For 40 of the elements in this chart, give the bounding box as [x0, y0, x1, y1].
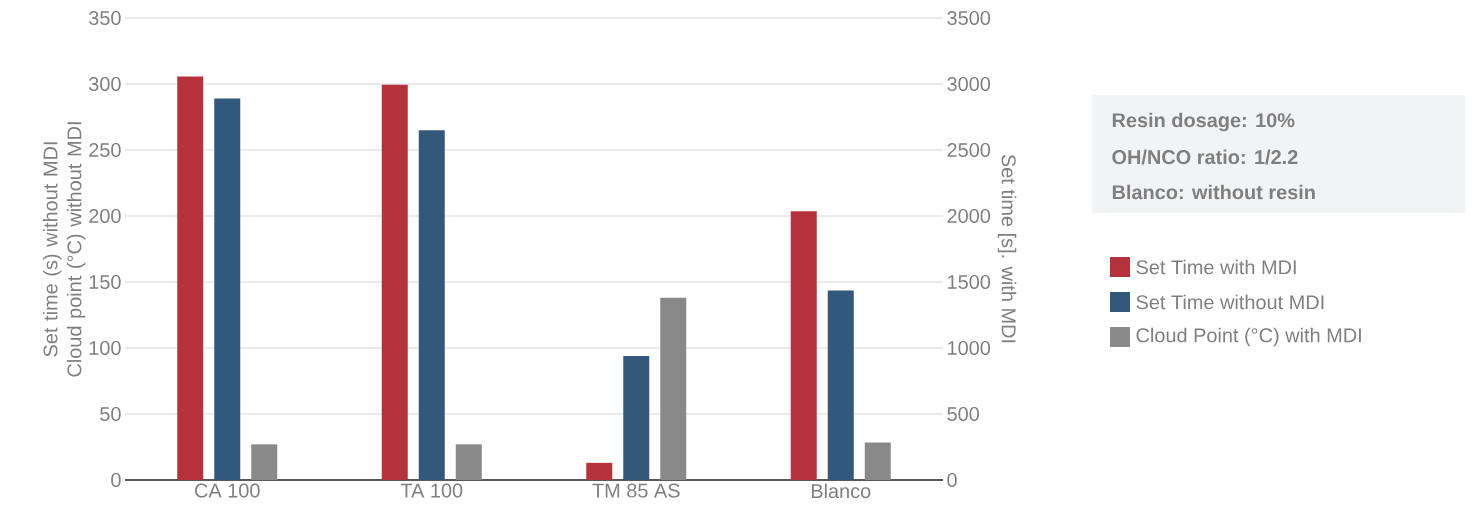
bar [586, 462, 613, 480]
text: Blanco: without resin [1112, 184, 1315, 200]
y2-tick-label: 0 [947, 472, 957, 488]
y-tick-label: 50 [100, 406, 121, 422]
bar [827, 290, 854, 480]
y2-tick-label: 1500 [948, 274, 991, 290]
x-tick-label: CA 100 [195, 483, 260, 498]
y2-axis-title: Set time [s]. with MDI [997, 154, 1017, 343]
y2-tick-label: 3500 [947, 10, 991, 26]
y-axis-title: Set time (s) without MDI Cloud point (°C) without MDI [42, 122, 86, 377]
y-tick-label: 250 [89, 142, 121, 158]
bar [864, 442, 891, 480]
y2-tick-label: 2000 [947, 208, 991, 224]
legend-label: Cloud Point (°C) with MDI [1136, 327, 1361, 347]
y2-tick-label: 1000 [948, 340, 991, 356]
bar [455, 444, 482, 480]
bar [251, 444, 278, 480]
y-tick-label: 0 [111, 472, 121, 488]
bar [177, 76, 204, 480]
y-tick-label: 300 [89, 76, 121, 92]
y-tick-label: 100 [89, 340, 121, 356]
bar [790, 211, 817, 480]
bar [418, 130, 445, 480]
y-tick-label: 200 [89, 208, 121, 224]
y2-tick-label: 3000 [947, 76, 991, 92]
y-tick-label: 350 [89, 10, 121, 26]
y-tick-label: 150 [89, 274, 121, 290]
text: Resin dosage: 10% [1112, 112, 1295, 132]
bar [214, 98, 241, 480]
bar [381, 84, 408, 480]
x-tick-label: TA 100 [400, 483, 463, 498]
bar [660, 297, 687, 480]
x-tick-label: Blanco [811, 483, 871, 499]
x-tick-label: TM 85 AS [592, 483, 680, 498]
legend-label: Set Time with MDI [1136, 259, 1296, 275]
legend-label: Set Time without MDI [1136, 294, 1324, 310]
y2-tick-label: 2500 [947, 142, 991, 158]
y2-tick-label: 500 [947, 406, 979, 422]
text: OH/NCO ratio: 1/2.2 [1112, 149, 1298, 165]
bar [623, 355, 650, 480]
